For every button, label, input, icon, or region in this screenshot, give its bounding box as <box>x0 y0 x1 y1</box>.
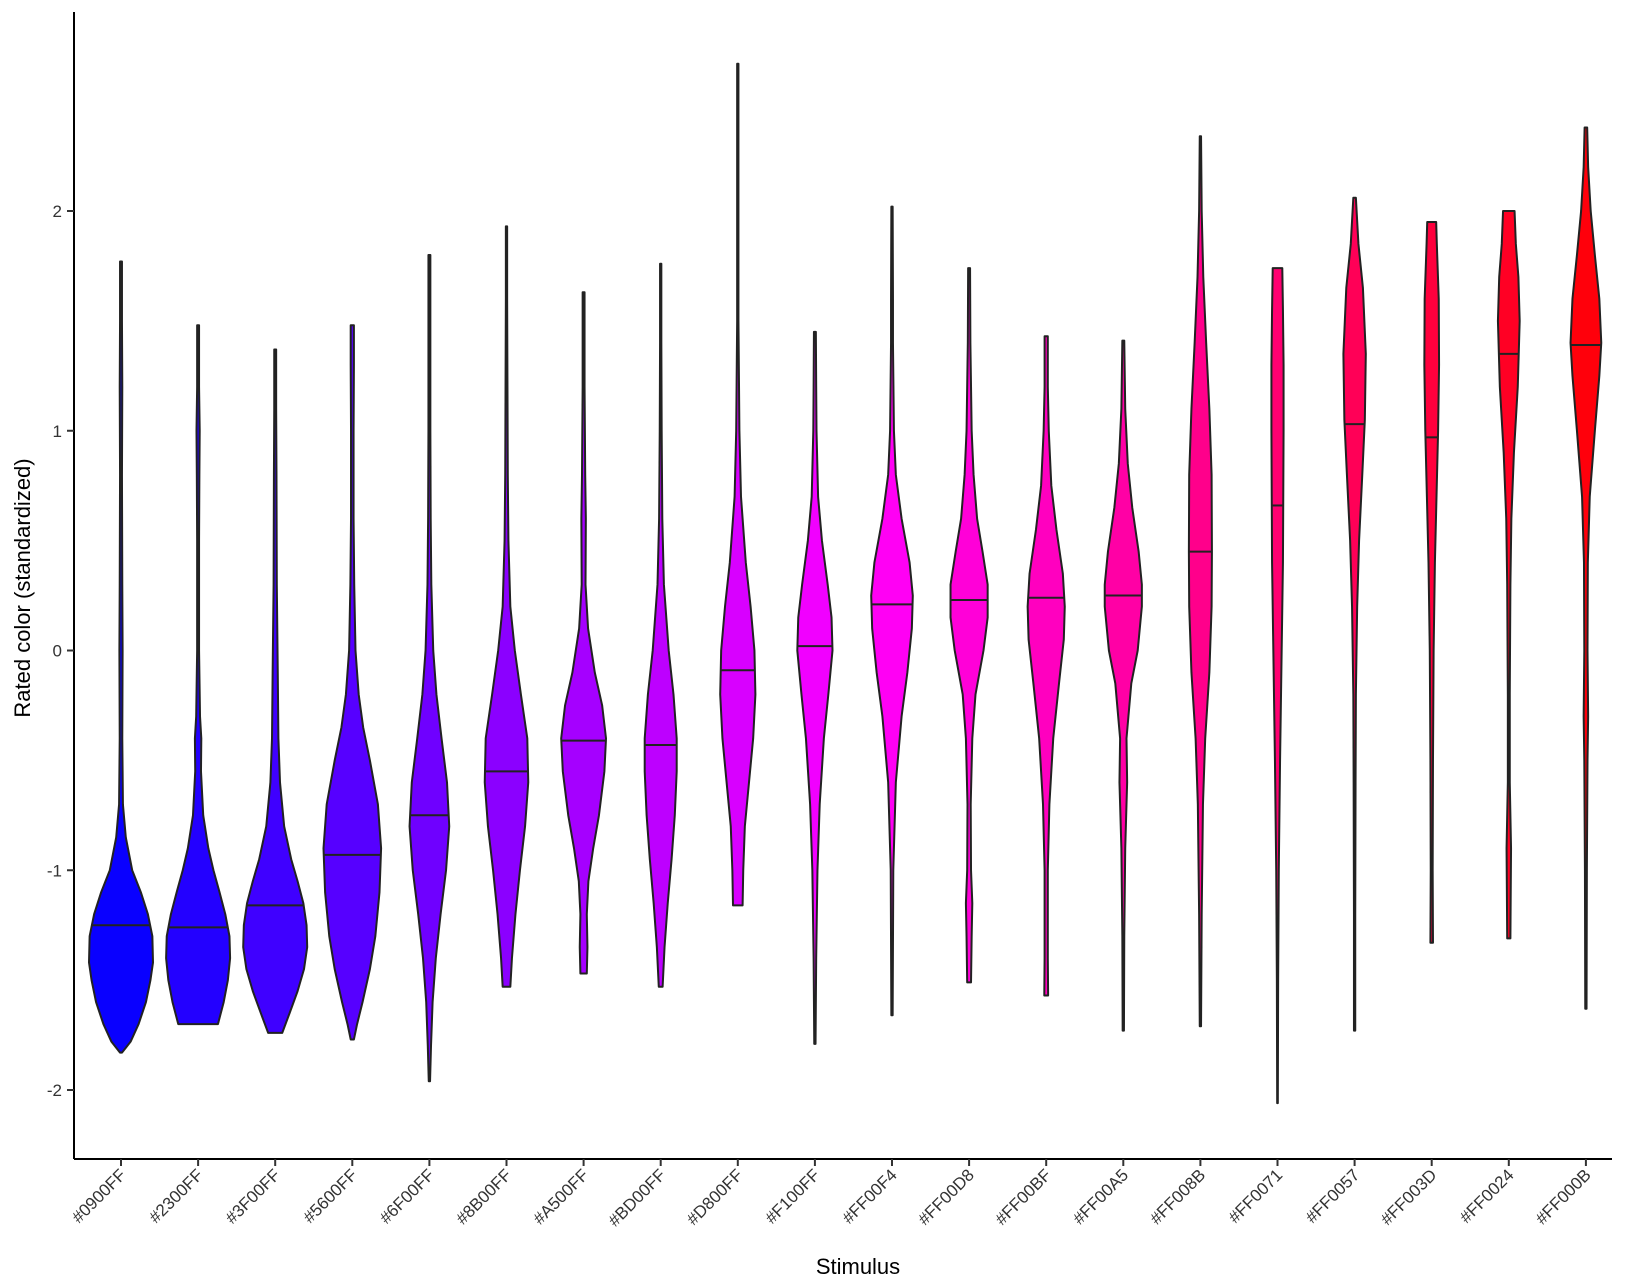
y-axis-title: Rated color (standardized) <box>10 458 35 717</box>
x-tick-label: #FF0057 <box>1302 1165 1364 1227</box>
violin-ff00f4 <box>870 205 914 1017</box>
violin-3f00ff <box>242 348 309 1034</box>
violin-8b00ff <box>483 225 530 988</box>
x-tick-label: #8B00FF <box>452 1165 515 1228</box>
x-tick-label: #FF00A5 <box>1069 1165 1132 1228</box>
x-tick-label: #FF0024 <box>1456 1165 1518 1227</box>
y-tick-label: 0 <box>53 642 62 661</box>
violin-ff0024 <box>1496 210 1521 940</box>
x-tick-label: #BD00FF <box>605 1165 670 1230</box>
violin-2300ff <box>165 324 232 1026</box>
x-tick-label: #0900FF <box>68 1165 130 1227</box>
y-ticks: -2 -1 0 1 2 <box>47 202 74 1100</box>
x-tick-label: #FF000B <box>1532 1165 1595 1228</box>
y-tick-label: 1 <box>53 422 62 441</box>
x-tick-label: #FF00F4 <box>839 1165 901 1227</box>
x-tick-label: #D800FF <box>683 1165 747 1229</box>
violin-ff00a5 <box>1103 339 1143 1032</box>
x-tick-label: #5600FF <box>300 1165 362 1227</box>
violins-layer <box>88 62 1603 1105</box>
violin-ff008b <box>1187 135 1213 1028</box>
x-axis-title: Stimulus <box>816 1254 900 1279</box>
violin-a500ff <box>560 291 607 975</box>
y-tick-label: -1 <box>47 861 62 880</box>
violin-f100ff <box>796 330 834 1045</box>
violin-bd00ff <box>643 262 678 988</box>
violin-ff003d <box>1423 220 1441 944</box>
x-tick-label: #A500FF <box>530 1165 593 1228</box>
violin-6f00ff <box>408 253 451 1083</box>
axes-layer <box>73 12 1612 1160</box>
x-tick-label: #3F00FF <box>222 1165 284 1227</box>
x-tick-label: #FF003D <box>1377 1165 1441 1229</box>
violin-5600ff <box>322 324 383 1041</box>
violin-0900ff <box>88 260 154 1054</box>
x-tick-label: #FF008B <box>1146 1165 1209 1228</box>
x-tick-label: #FF00D8 <box>914 1165 978 1229</box>
violin-ff00d8 <box>949 267 989 984</box>
violin-ff0057 <box>1342 196 1367 1032</box>
y-tick-label: 2 <box>53 202 62 221</box>
x-tick-label: #2300FF <box>145 1165 207 1227</box>
x-tick-label: #6F00FF <box>376 1165 438 1227</box>
x-ticks: #0900FF #2300FF #3F00FF #5600FF #6F00FF #8B00… <box>68 1159 1595 1230</box>
x-tick-label: #FF0071 <box>1225 1165 1287 1227</box>
violin-d800ff <box>719 62 757 907</box>
violin-ff000b <box>1569 126 1603 1010</box>
x-tick-label: #FF00BF <box>991 1165 1055 1229</box>
x-tick-label: #F100FF <box>762 1165 824 1227</box>
violin-ff0071 <box>1270 267 1285 1105</box>
violin-ff00bf <box>1026 335 1066 997</box>
y-tick-label: -2 <box>47 1081 62 1100</box>
